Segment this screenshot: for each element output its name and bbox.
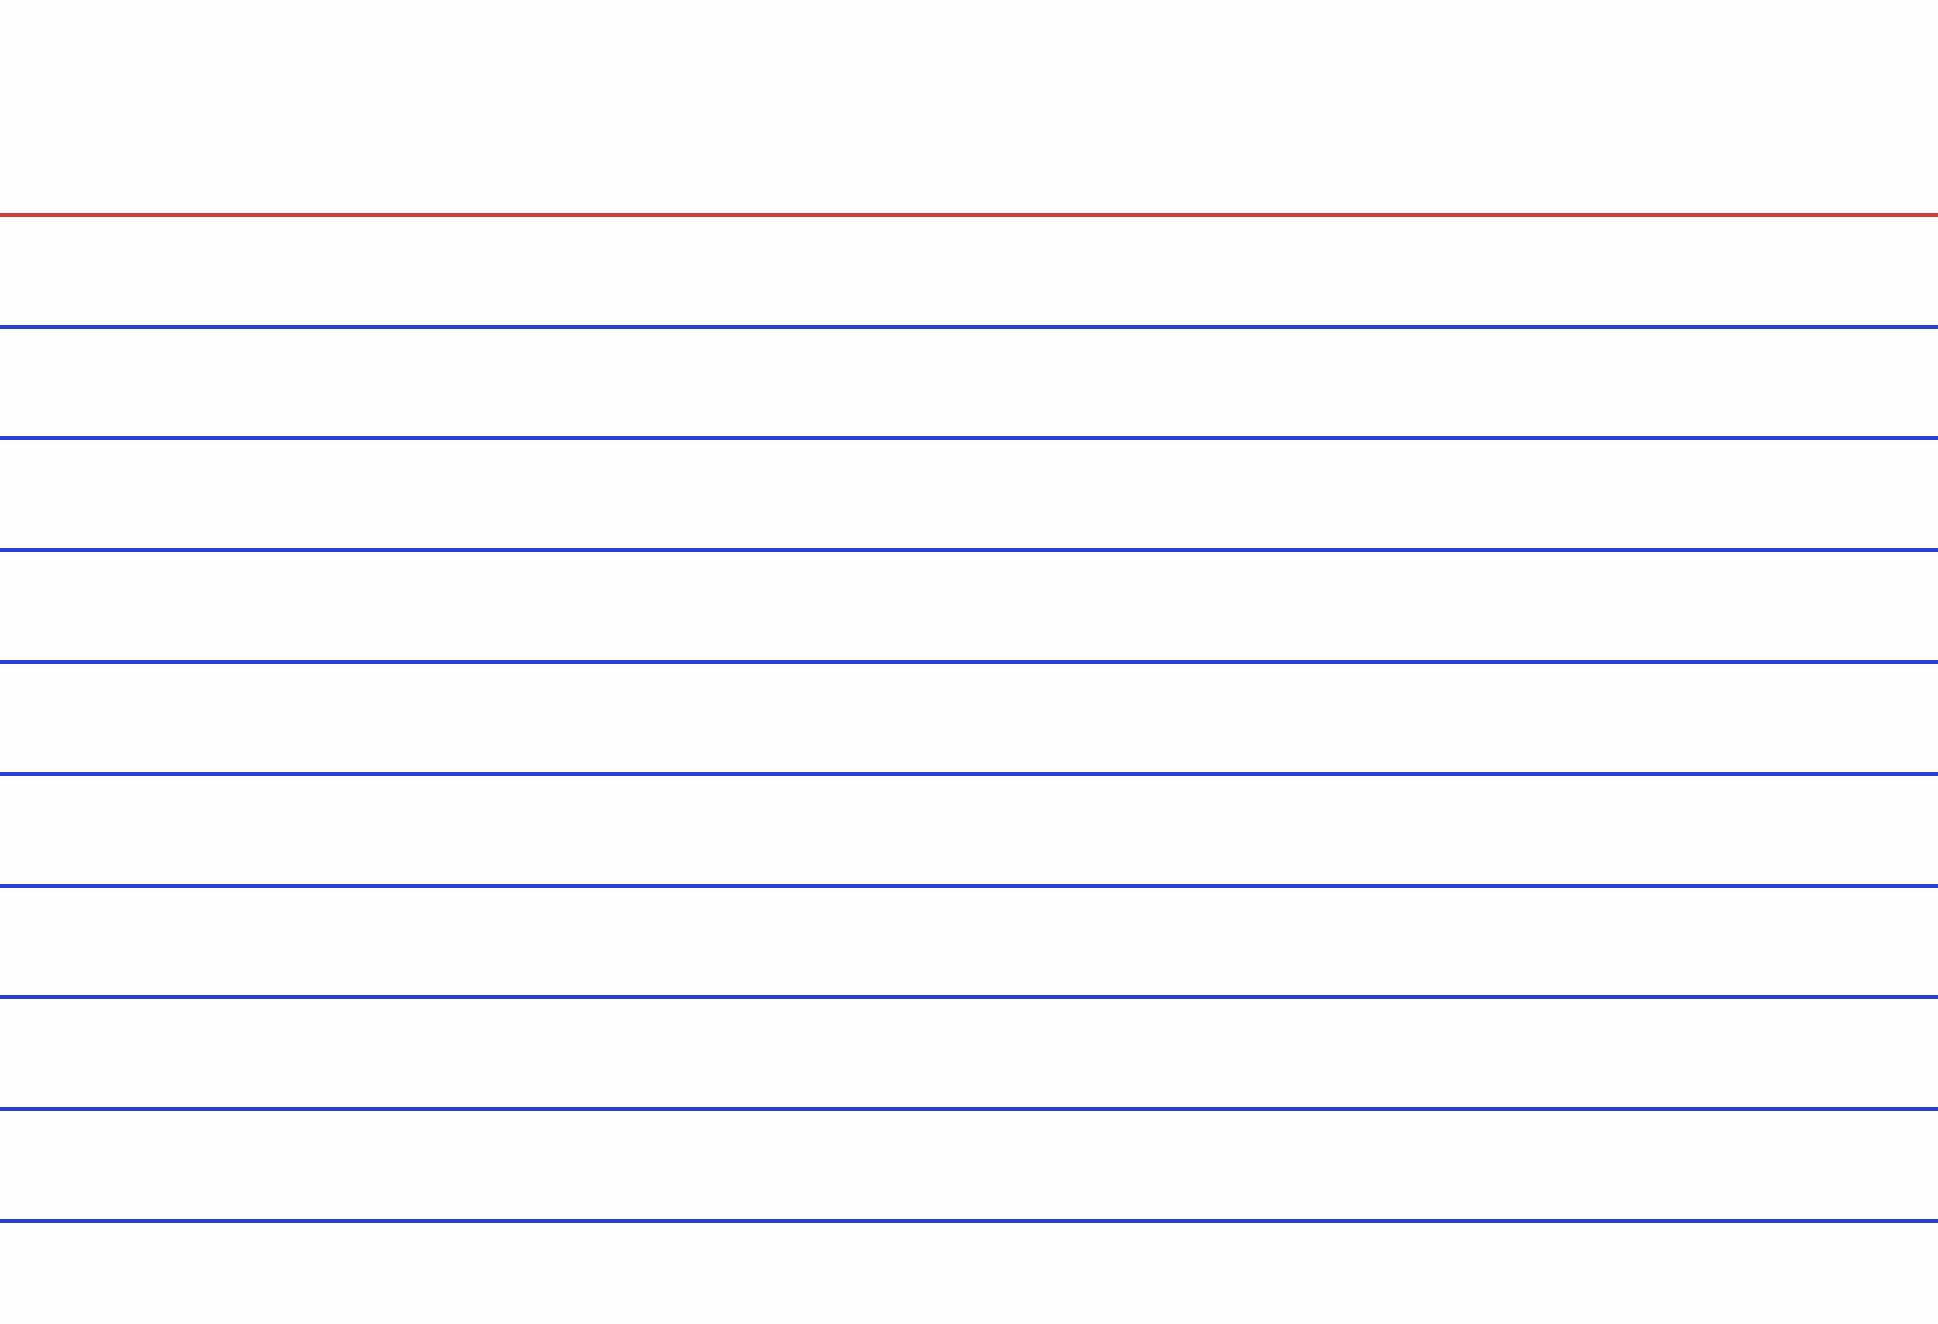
ruled-line-9 xyxy=(0,1219,1938,1223)
ruled-line-3 xyxy=(0,548,1938,552)
ruled-line-7 xyxy=(0,995,1938,999)
ruled-line-4 xyxy=(0,660,1938,664)
ruled-line-2 xyxy=(0,436,1938,440)
ruled-line-6 xyxy=(0,884,1938,888)
ruled-line-5 xyxy=(0,772,1938,776)
ruled-line-8 xyxy=(0,1107,1938,1111)
header-rule-red xyxy=(0,213,1938,217)
ruled-line-1 xyxy=(0,325,1938,329)
